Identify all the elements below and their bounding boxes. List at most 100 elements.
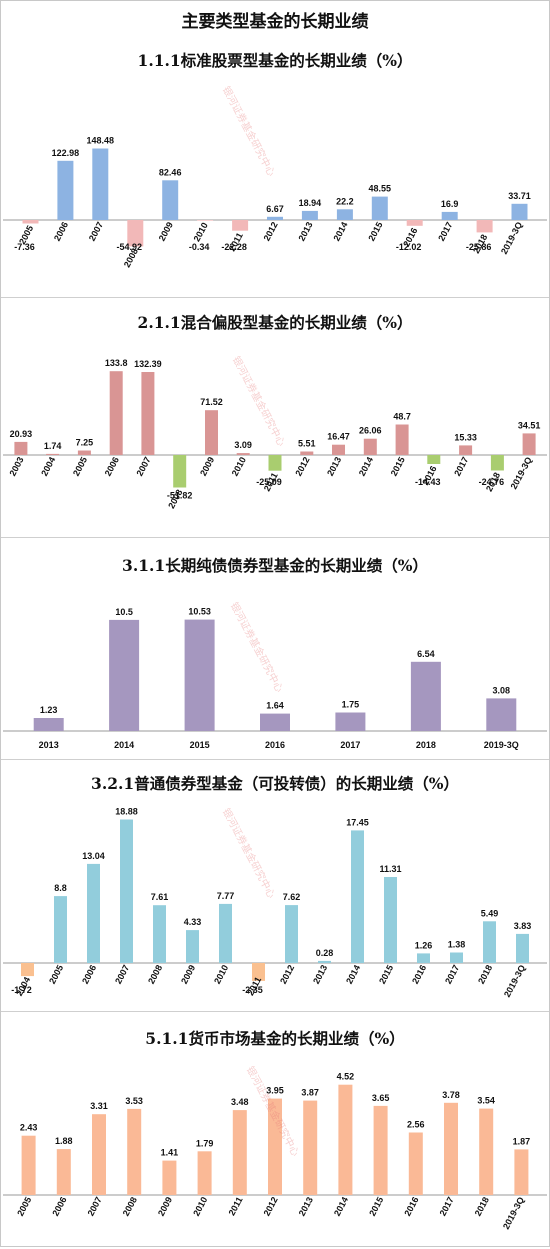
chart-title: 1.1.1标准股票型基金的长期业绩（%）: [137, 51, 413, 70]
chart-panel-money-market-fund: 5.1.1货币市场基金的长期业绩（%） 2.43 2005 1.88 2006 3.31…: [1, 1011, 549, 1247]
tick-label: 2018: [416, 740, 436, 750]
tick-label: 2017: [438, 1195, 456, 1217]
bar: [335, 712, 366, 731]
bar: [490, 455, 504, 471]
bar: [57, 160, 74, 220]
data-label: 7.62: [283, 892, 301, 902]
data-label: 3.09: [234, 440, 252, 450]
bar: [197, 220, 214, 221]
bar: [301, 210, 318, 220]
tick-label: 2017: [443, 963, 461, 985]
bar: [332, 444, 345, 455]
divider: [1, 1011, 549, 1012]
bar: [21, 963, 34, 977]
bar: [232, 1110, 247, 1195]
chart-mixed-fund: 20.93 2003 1.74 2004 7.25 2005 133.8 2006 132.39…: [3, 358, 547, 510]
bar: [450, 952, 463, 963]
chart-panel-mixed-fund: 2.1.1混合偏股型基金的长期业绩（%） 20.93 2003 1.74 2004 7.…: [1, 297, 549, 537]
data-label: 48.7: [393, 412, 411, 422]
tick-label: 2009: [156, 1195, 174, 1217]
tick-label: 2010: [192, 221, 210, 243]
data-label: 4.33: [184, 917, 202, 927]
chart-panel-pure-bond-fund: 3.1.1长期纯债债券型基金的长期业绩（%） 1.23 2013 10.5 2014 1…: [1, 537, 549, 759]
tick-label: 2016: [265, 740, 285, 750]
bar: [184, 619, 215, 731]
tick-label: 2010: [230, 455, 248, 477]
data-label: 6.67: [266, 204, 284, 214]
tick-label: 2013: [311, 963, 329, 985]
bar: [395, 424, 409, 455]
data-label: -0.34: [189, 242, 210, 252]
tick-label: 2010: [212, 963, 230, 985]
tick-label: 2015: [377, 963, 395, 985]
chart-panel-general-bond-fund: 3.2.1普通债券型基金（可投转债）的长期业绩（%） -1.72 2004 8.8 2…: [1, 759, 549, 1011]
data-label: 2.43: [20, 1123, 38, 1133]
bar: [33, 718, 64, 731]
data-label: 82.46: [159, 167, 182, 177]
chart-panel-stock-fund: 1.1.1标准股票型基金的长期业绩（%） -7.36 2005 122.98 2006…: [1, 35, 549, 297]
tick-label: 2015: [190, 740, 210, 750]
data-label: 3.78: [442, 1090, 460, 1100]
bar: [268, 1098, 282, 1195]
data-label: 4.52: [337, 1072, 355, 1082]
data-label: 26.06: [359, 426, 382, 436]
tick-label: 2003: [7, 455, 25, 477]
bar: [22, 220, 39, 224]
tick-label: 2019-3Q: [484, 740, 519, 750]
bar: [92, 1114, 106, 1195]
tick-label: 2017: [340, 740, 360, 750]
data-label: 3.53: [125, 1096, 143, 1106]
bar: [338, 1084, 353, 1195]
bar: [267, 216, 283, 220]
bar: [318, 960, 331, 963]
bar: [479, 1108, 494, 1195]
data-label: -7.36: [14, 242, 35, 252]
bar: [109, 619, 140, 731]
data-label: -1.72: [11, 985, 32, 995]
bar: [120, 819, 133, 963]
bar: [351, 830, 364, 963]
bar: [303, 1100, 318, 1195]
bar: [92, 148, 109, 220]
bar: [406, 220, 423, 226]
bar: [363, 438, 377, 455]
bar: [162, 180, 179, 220]
bar: [371, 196, 388, 220]
data-label: 10.53: [188, 607, 211, 617]
data-label: 7.25: [76, 438, 94, 448]
tick-label: 2008: [146, 963, 164, 985]
tick-label: 2006: [50, 1195, 68, 1217]
bar: [483, 921, 496, 963]
tick-label: 2007: [86, 1195, 104, 1217]
tick-label: 2019-3Q: [509, 455, 534, 491]
tick-label: 2014: [332, 1195, 350, 1217]
data-label: 7.61: [151, 892, 169, 902]
data-label: -24.76: [479, 477, 505, 487]
bar: [127, 1108, 142, 1195]
data-label: 1.23: [40, 705, 58, 715]
tick-label: 2008: [121, 1195, 139, 1217]
data-label: 3.95: [266, 1086, 284, 1096]
bar: [141, 372, 155, 455]
tick-label: 2019-3Q: [499, 220, 524, 256]
bar: [476, 220, 493, 233]
bar: [516, 933, 529, 963]
bar: [441, 211, 458, 220]
bar: [153, 905, 166, 963]
data-label: -25.86: [466, 242, 492, 252]
data-label: 18.88: [115, 807, 138, 817]
data-label: 3.31: [90, 1101, 108, 1111]
tick-label: 2014: [357, 455, 375, 477]
tick-label: 2013: [325, 455, 343, 477]
data-label: 13.04: [82, 851, 105, 861]
tick-label: 2019-3Q: [502, 963, 527, 999]
divider: [1, 759, 549, 760]
tick-label: 2012: [278, 963, 296, 985]
data-label: 0.28: [316, 948, 334, 958]
data-label: -2.35: [242, 985, 263, 995]
tick-label: 2017: [436, 220, 454, 242]
bar: [300, 451, 314, 455]
data-label: 5.49: [481, 908, 499, 918]
data-label: 15.33: [454, 432, 477, 442]
data-label: -22.28: [221, 242, 247, 252]
